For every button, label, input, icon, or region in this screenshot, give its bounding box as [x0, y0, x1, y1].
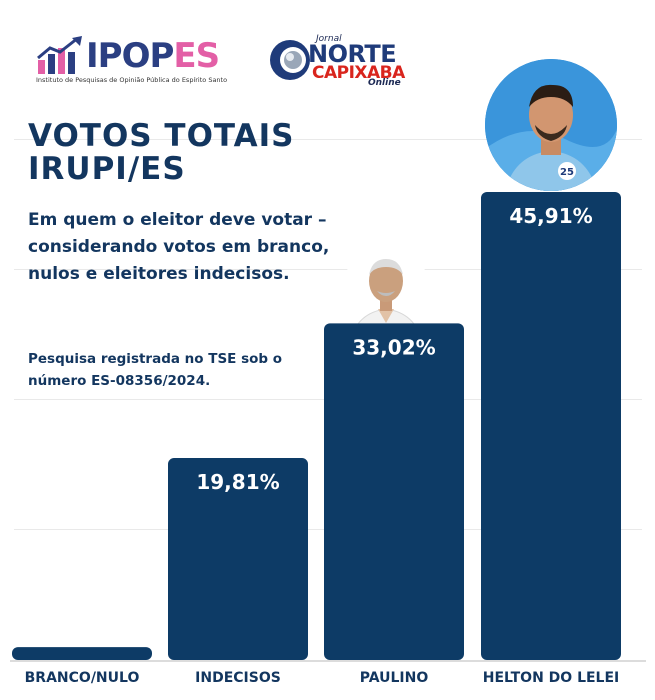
gridline [14, 139, 642, 140]
chart-baseline [10, 660, 646, 662]
candidate-photo-helton: 25 [485, 59, 617, 191]
bar-branco-nulo [12, 647, 152, 660]
ipopes-tagline: Instituto de Pesquisas de Opinião Públic… [36, 76, 228, 84]
bar-paulino [324, 323, 464, 660]
norte-logo-small: Jornal [316, 34, 342, 44]
norte-logo-big: NORTE [308, 40, 397, 68]
gridline [14, 269, 642, 270]
ipopes-wordmark: IPOPES [86, 36, 220, 76]
value-label-branco-nulo: 1,26% [47, 659, 116, 683]
value-label-helton-do-lelei: 45,91% [509, 204, 592, 228]
chart-subtitle: Em quem o eleitor deve votar – considera… [28, 210, 330, 284]
ipopes-logo: IPOPES Instituto de Pesquisas de Opinião… [36, 36, 227, 88]
category-label-branco-nulo: BRANCO/NULO [25, 670, 140, 686]
norte-capixaba-logo: Jornal NORTE CAPIXABA Online [268, 34, 413, 90]
registration-note: Pesquisa registrada no TSE sob o número … [28, 351, 283, 389]
title-line-2: IRUPI/ES [28, 151, 186, 187]
category-label-paulino: PAULINO [360, 670, 429, 686]
title-line-1: VOTOS TOTAIS [28, 118, 295, 154]
norte-logo-online: Online [368, 78, 401, 88]
svg-text:25: 25 [560, 167, 574, 178]
value-label-paulino: 33,02% [352, 335, 435, 359]
category-label-helton-do-lelei: HELTON DO LELEI [483, 670, 620, 686]
norte-logo-cap: CAPIXABA [312, 63, 405, 83]
category-label-indecisos: INDECISOS [195, 670, 281, 686]
bar-growth-icon [37, 36, 82, 74]
globe-icon [270, 40, 310, 80]
value-label-indecisos: 19,81% [196, 470, 279, 494]
bar-indecisos [168, 458, 308, 660]
chart-title: VOTOS TOTAIS IRUPI/ES [28, 120, 295, 186]
bar-helton-do-lelei [481, 192, 621, 660]
